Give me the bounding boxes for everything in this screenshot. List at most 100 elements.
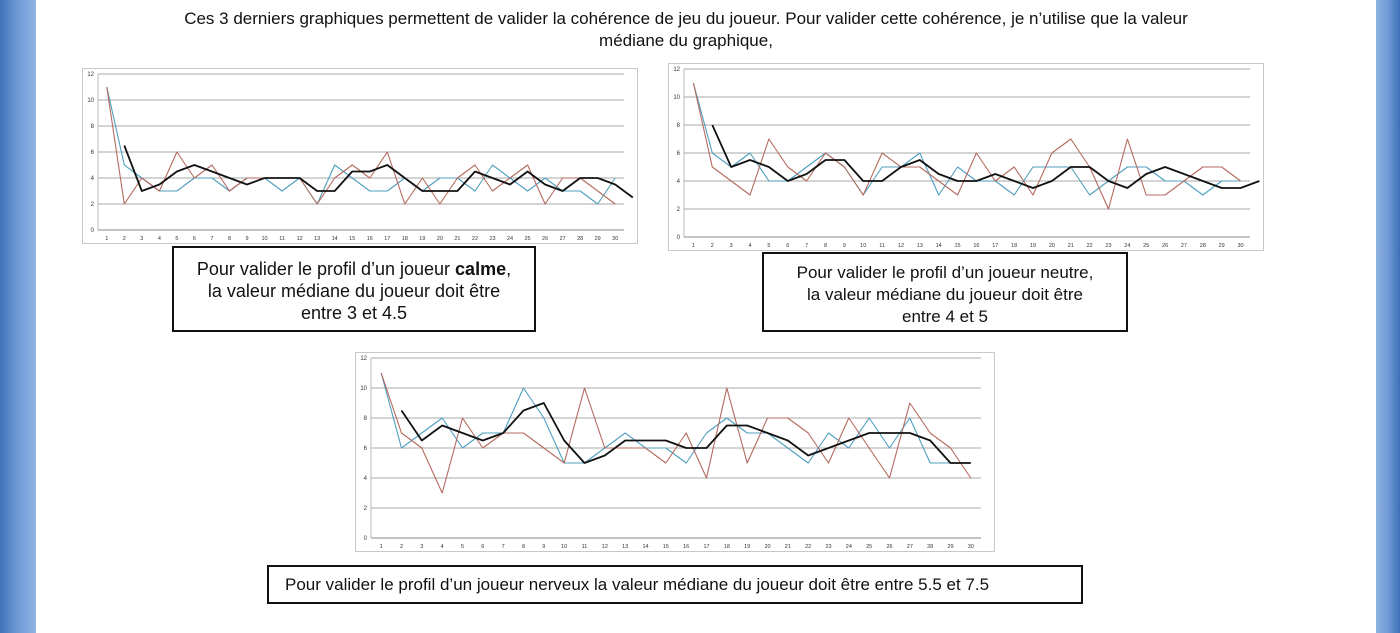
x-tick-label: 18	[402, 236, 408, 242]
x-tick-label: 16	[367, 236, 373, 242]
x-tick-label: 4	[749, 243, 752, 249]
plot-frame	[355, 352, 995, 552]
series-line-black	[400, 402, 971, 464]
x-tick-label: 17	[703, 544, 709, 550]
x-tick-label: 26	[886, 544, 892, 550]
title-line-2: médiane du graphique,	[599, 31, 773, 50]
x-tick-label: 1	[105, 236, 108, 242]
y-tick-label: 6	[91, 150, 95, 156]
y-tick-label: 2	[364, 506, 368, 512]
y-tick-label: 6	[364, 446, 368, 452]
x-tick-label: 26	[1162, 243, 1168, 249]
x-tick-label: 17	[992, 243, 998, 249]
chart-nerveux: 0 2 4 6 8 10 12 1 2 3 4 5 6 7 8 9 10 11 12 13 14 15 16 17 18 19 20…	[355, 352, 995, 552]
note-neutre-line-2: la valeur médiane du joueur doit être	[807, 285, 1083, 304]
x-tick-label: 3	[730, 243, 733, 249]
y-tick-label: 8	[677, 123, 681, 129]
x-tick-label: 10	[561, 544, 567, 550]
x-tick-label: 1	[380, 544, 383, 550]
plot-frame	[668, 63, 1264, 251]
x-tick-label: 22	[472, 236, 478, 242]
x-tick-label: 30	[1238, 243, 1244, 249]
note-neutre-line-3: entre 4 et 5	[901, 307, 988, 326]
x-tick-label: 7	[210, 236, 213, 242]
x-tick-label: 14	[936, 243, 942, 249]
x-tick-label: 25	[866, 544, 872, 550]
x-tick-label: 20	[1049, 243, 1055, 249]
x-tick-label: 23	[825, 544, 831, 550]
y-tick-label: 4	[677, 179, 681, 185]
x-tick-label: 21	[454, 236, 460, 242]
x-tick-label: 11	[879, 243, 885, 249]
x-tick-label: 1	[692, 243, 695, 249]
x-tick-label: 14	[332, 236, 338, 242]
x-tick-label: 19	[419, 236, 425, 242]
x-tick-label: 20	[437, 236, 443, 242]
y-tick-label: 10	[673, 95, 680, 101]
x-tick-label: 6	[193, 236, 196, 242]
x-tick-label: 29	[1219, 243, 1225, 249]
x-tick-label: 29	[947, 544, 953, 550]
note-calme-line-3: entre 3 et 4.5	[300, 303, 408, 323]
x-tick-label: 24	[1124, 243, 1130, 249]
x-tick-label: 9	[843, 243, 846, 249]
y-tick-label: 0	[364, 536, 368, 542]
series-line-black	[123, 145, 634, 199]
y-tick-label: 8	[91, 124, 95, 130]
x-tick-label: 16	[973, 243, 979, 249]
x-tick-label: 8	[228, 236, 231, 242]
y-tick-label: 10	[87, 98, 94, 104]
x-tick-label: 10	[860, 243, 866, 249]
x-tick-label: 2	[123, 236, 126, 242]
series-line-red	[692, 82, 1241, 210]
x-tick-label: 30	[612, 236, 618, 242]
chart-neutre: 0 2 4 6 8 10 12 1 2 3 4 5 6 7 8 9 10 11 12 13 14 15 16 17 18 19 20…	[668, 63, 1264, 251]
x-tick-label: 13	[314, 236, 320, 242]
x-tick-label: 19	[744, 544, 750, 550]
x-tick-label: 21	[785, 544, 791, 550]
note-calme-suffix: ,	[506, 259, 512, 279]
x-tick-label: 21	[1068, 243, 1074, 249]
note-calme-line-1: Pour valider le profil d’un joueur calme…	[174, 258, 534, 280]
y-tick-label: 4	[91, 176, 95, 182]
x-tick-label: 7	[502, 544, 505, 550]
x-tick-label: 27	[1181, 243, 1187, 249]
chart-calme: 0 2 4 6 8 10 12 1 2 3 4 5 6 7 8 9 10 11 12 13 14 15 16 17 18 19 20…	[82, 68, 638, 244]
y-tick-label: 12	[87, 72, 94, 78]
x-tick-label: 8	[522, 544, 525, 550]
x-tick-label: 8	[824, 243, 827, 249]
x-tick-label: 27	[907, 544, 913, 550]
note-calme: Pour valider le profil d’un joueur calme…	[172, 246, 536, 332]
x-tick-label: 28	[1200, 243, 1206, 249]
x-tick-label: 5	[461, 544, 464, 550]
x-tick-label: 13	[917, 243, 923, 249]
note-nerveux: Pour valider le profil d’un joueur nerve…	[267, 565, 1083, 604]
plot-frame	[82, 68, 638, 244]
y-tick-label: 0	[677, 235, 681, 241]
x-tick-label: 15	[663, 544, 669, 550]
x-tick-label: 7	[805, 243, 808, 249]
page-title: Ces 3 derniers graphiques permettent de …	[36, 8, 1336, 52]
y-tick-label: 12	[673, 67, 680, 73]
x-tick-label: 16	[683, 544, 689, 550]
x-tick-label: 4	[441, 544, 444, 550]
x-tick-label: 9	[542, 544, 545, 550]
y-tick-label: 2	[677, 207, 681, 213]
series-line-blue	[106, 86, 616, 205]
x-tick-label: 11	[582, 544, 588, 550]
x-tick-label: 9	[246, 236, 249, 242]
x-tick-label: 25	[525, 236, 531, 242]
x-tick-label: 10	[262, 236, 268, 242]
x-tick-label: 13	[622, 544, 628, 550]
x-tick-label: 15	[349, 236, 355, 242]
x-tick-label: 5	[767, 243, 770, 249]
note-calme-prefix: Pour valider le profil d’un joueur	[196, 259, 456, 279]
note-neutre: Pour valider le profil d’un joueur neutr…	[762, 252, 1128, 332]
x-tick-label: 30	[968, 544, 974, 550]
y-tick-label: 6	[677, 151, 681, 157]
x-tick-label: 20	[764, 544, 770, 550]
x-tick-label: 24	[507, 236, 513, 242]
x-tick-label: 18	[1011, 243, 1017, 249]
